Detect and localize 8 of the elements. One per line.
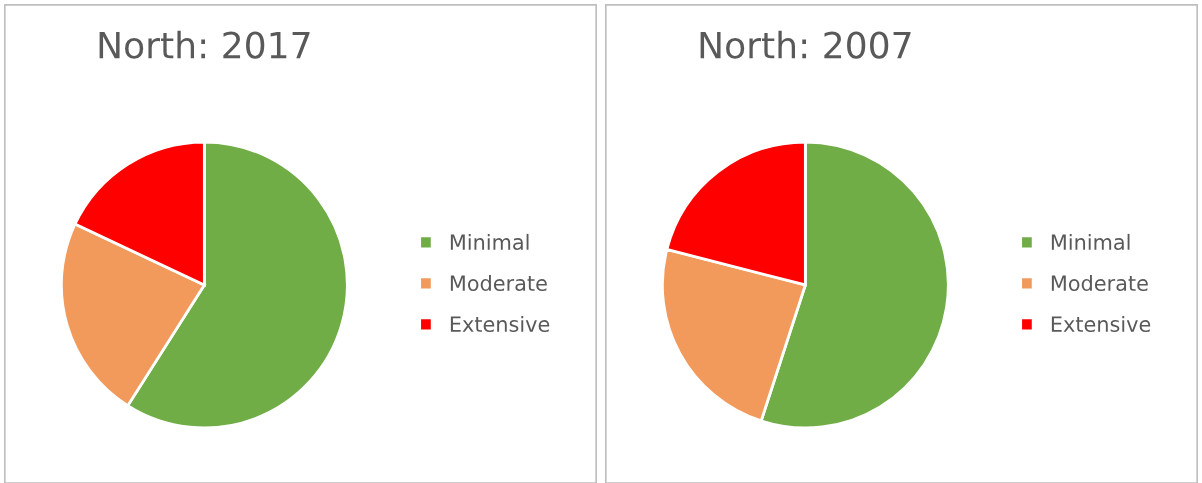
legend-label: Moderate: [450, 274, 547, 292]
legend-label: Moderate: [1051, 274, 1148, 292]
legend-label: Extensive: [450, 315, 550, 333]
chart-title: North: 2017: [99, 30, 310, 59]
legend-label: Minimal: [450, 233, 529, 251]
legend-label: Minimal: [1051, 233, 1130, 251]
legend-label: Extensive: [1051, 315, 1151, 333]
chart-title: North: 2007: [700, 30, 911, 59]
